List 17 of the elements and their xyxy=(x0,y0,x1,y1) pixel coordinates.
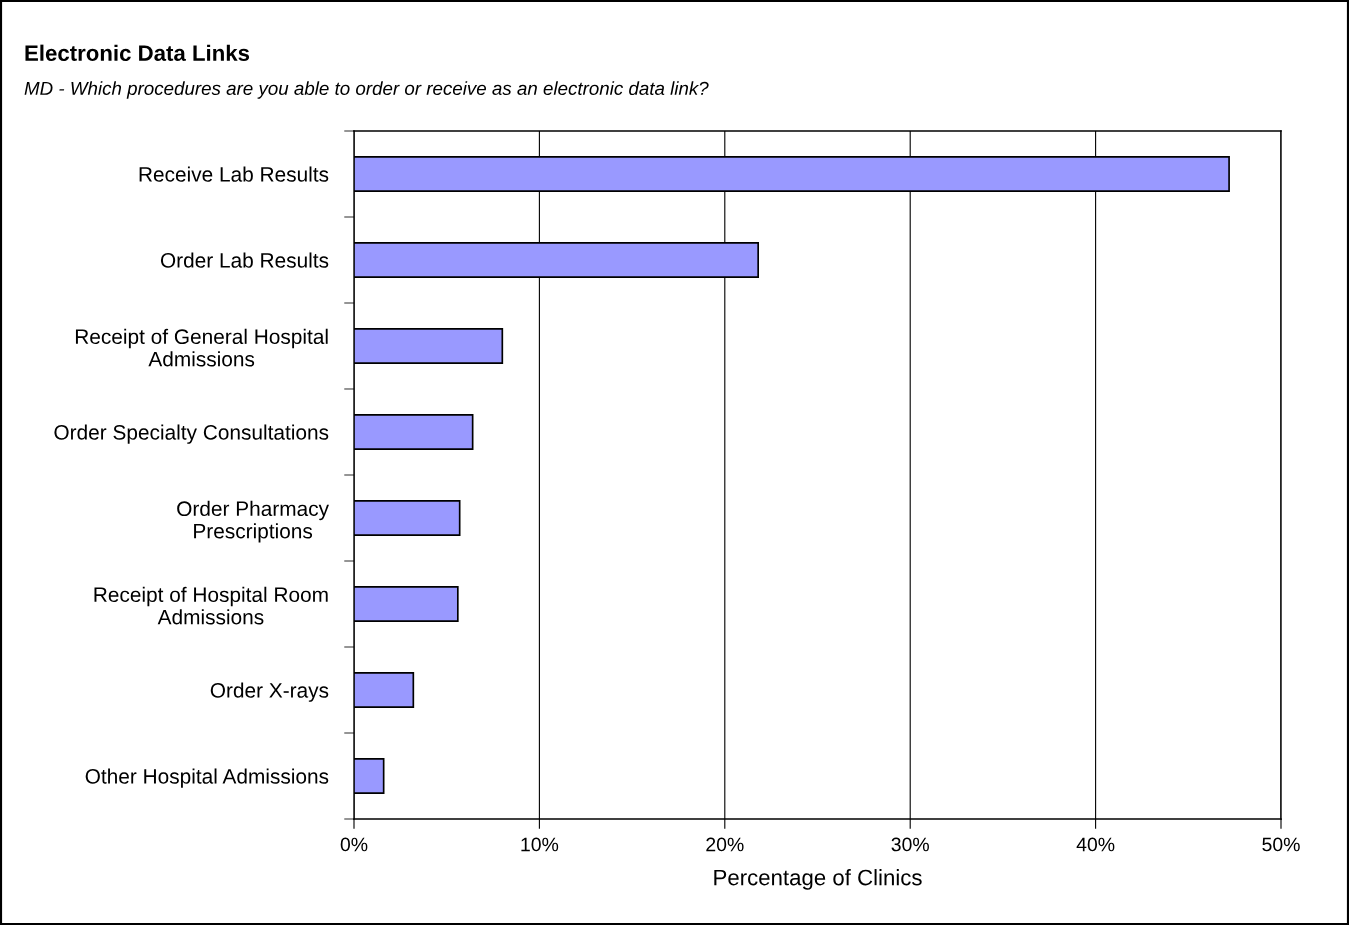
x-tick-label: 10% xyxy=(521,837,559,852)
chart-subtitle: MD - Which procedures are you able to order or receive as an electronic data link? xyxy=(24,81,709,99)
y-tick-label: Order X-rays xyxy=(210,682,329,702)
text: Electronic Data Links xyxy=(25,44,250,61)
x-tick-label: 50% xyxy=(1262,837,1300,852)
y-tick-label: Order Lab Results xyxy=(160,252,329,268)
y-tick-label: Order Specialty Consultations xyxy=(54,424,329,444)
x-axis-title: Percentage of Clinics xyxy=(714,869,922,890)
y-tick-label: Receive Lab Results xyxy=(139,166,329,182)
x-tick-label: 20% xyxy=(706,837,744,852)
x-tick-label: 30% xyxy=(891,837,929,852)
x-tick-label: 40% xyxy=(1076,837,1115,852)
y-tick-label: Order Pharmacy Prescriptions xyxy=(177,500,329,543)
x-tick-label: 0% xyxy=(340,837,368,852)
y-tick-label: Other Hospital Admissions xyxy=(85,768,329,788)
y-tick-label: Receipt of Hospital Room Admissions xyxy=(94,586,328,625)
y-tick-label: Receipt of General Hospital Admissions xyxy=(75,328,328,367)
